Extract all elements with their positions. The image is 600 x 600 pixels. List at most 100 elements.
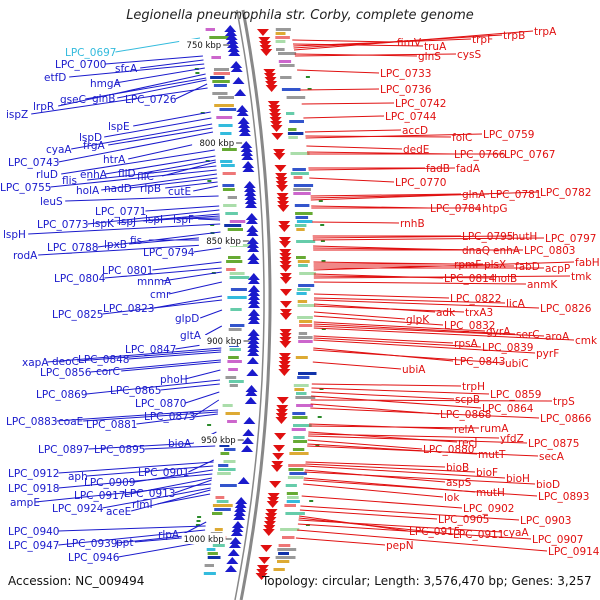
gene-block	[287, 476, 304, 479]
leader-line	[152, 261, 222, 271]
gene-arrow-left-strand	[237, 117, 250, 124]
gene-label: LPC_0781	[490, 189, 542, 201]
gene-arrow-right-strand	[275, 177, 288, 184]
gene-block	[223, 460, 236, 463]
gene-label: LPC_0902	[463, 503, 515, 515]
backbone-arc-1	[234, 9, 265, 600]
gene-label: tmk	[571, 271, 592, 283]
gene-arrow-right-strand	[264, 77, 277, 84]
gene-label: trpB	[503, 30, 525, 42]
rna-mark	[196, 520, 201, 522]
gene-block	[285, 512, 305, 515]
gene-block	[288, 136, 298, 139]
gene-block	[293, 384, 309, 387]
gene-block	[281, 88, 301, 91]
gene-block	[277, 548, 297, 551]
gene-label: yfdZ	[500, 433, 524, 445]
gene-arrow-left-strand	[248, 297, 260, 304]
gene-arrow-left-strand	[247, 337, 260, 344]
gene-label: LPC_0697	[65, 47, 117, 59]
leader-line	[313, 293, 450, 299]
genome-backbone	[234, 9, 272, 600]
gene-block	[224, 224, 242, 227]
gene-label: licA	[506, 298, 526, 310]
gene-label: trpH	[462, 381, 485, 393]
gene-label: LPC_0873	[144, 411, 196, 423]
leader-line	[193, 185, 218, 192]
gene-arrow-right-strand	[279, 301, 292, 308]
gene-label: LPC_0773	[37, 219, 89, 231]
leader-line	[297, 523, 532, 540]
gene-arrow-right-strand	[263, 525, 276, 532]
leader-line	[87, 209, 220, 225]
gene-arrow-right-strand	[279, 249, 292, 256]
leader-line	[312, 221, 400, 224]
gene-block	[227, 228, 243, 231]
gene-block	[298, 336, 313, 339]
gene-arrow-right-strand	[278, 225, 291, 232]
gene-label: LPC_0866	[540, 413, 592, 425]
gene-label: LPC_0814	[444, 273, 496, 285]
gene-label: cysS	[457, 49, 481, 61]
leader-line	[77, 349, 222, 362]
gene-label: nadD	[104, 183, 132, 195]
gene-arrow-right-strand	[258, 557, 271, 564]
gene-block	[219, 444, 230, 447]
gene-label: LPC_0700	[55, 59, 107, 71]
gene-arrow-left-strand	[236, 109, 249, 116]
leader-line	[308, 435, 528, 444]
gene-arrow-right-strand	[266, 501, 279, 508]
leader-line	[35, 483, 212, 503]
leader-line	[313, 299, 540, 309]
gene-arrow-right-strand	[260, 49, 273, 56]
gene-label: xapA	[22, 357, 49, 369]
gene-arrow-left-strand	[224, 565, 237, 572]
tick-label: 800 kbp	[199, 139, 234, 149]
gene-block	[212, 512, 223, 515]
gene-label: LPC_0826	[540, 303, 592, 315]
gene-label: fimV	[397, 37, 422, 49]
gene-arrow-left-strand	[242, 429, 255, 436]
tick-bg	[179, 39, 224, 50]
gene-label: LPC_0766	[454, 149, 506, 161]
leader-line	[294, 53, 457, 57]
gene-block	[280, 528, 300, 531]
gene-block	[229, 220, 246, 223]
gene-arrow-left-strand	[231, 525, 244, 532]
gene-block	[222, 148, 237, 151]
gene-label: LPC_0801	[102, 265, 154, 277]
leader-line	[86, 379, 221, 395]
leader-line	[310, 193, 462, 197]
gene-label: coaE	[58, 416, 83, 428]
gene-arrow-left-strand	[240, 141, 253, 148]
leader-line	[307, 439, 423, 450]
gene-arrow-right-strand	[270, 121, 283, 128]
gene-arrow-left-strand	[245, 201, 258, 208]
gene-block	[277, 560, 290, 563]
gene-arrow-left-strand	[228, 541, 241, 548]
gene-arrow-left-strand	[241, 445, 254, 452]
leader-line	[185, 391, 220, 404]
gene-arrow-left-strand	[241, 149, 254, 156]
gene-block	[286, 96, 306, 99]
gene-label: LPC_0883	[6, 416, 58, 428]
leader-line	[308, 433, 500, 439]
gene-label: glnS	[418, 51, 441, 63]
gene-arrow-left-strand	[232, 77, 245, 84]
gene-label: anmK	[527, 279, 558, 291]
gene-label: adk	[436, 307, 456, 319]
gene-label: LPC_0784	[430, 203, 482, 215]
gene-label: ubiA	[402, 364, 426, 376]
gene-label: ppt	[116, 537, 133, 549]
gene-label: LPC_0909	[84, 477, 136, 489]
rna-mark	[207, 180, 212, 182]
gene-label: etfD	[44, 72, 66, 84]
leader-line	[295, 537, 386, 546]
leader-line	[133, 111, 211, 127]
gene-block	[296, 392, 307, 395]
gene-label: LPC_0742	[395, 98, 447, 110]
gene-label: ampE	[10, 497, 40, 509]
gene-arrow-left-strand	[243, 417, 256, 424]
gene-label: LPC_0914	[548, 546, 600, 558]
gene-block	[213, 72, 230, 75]
